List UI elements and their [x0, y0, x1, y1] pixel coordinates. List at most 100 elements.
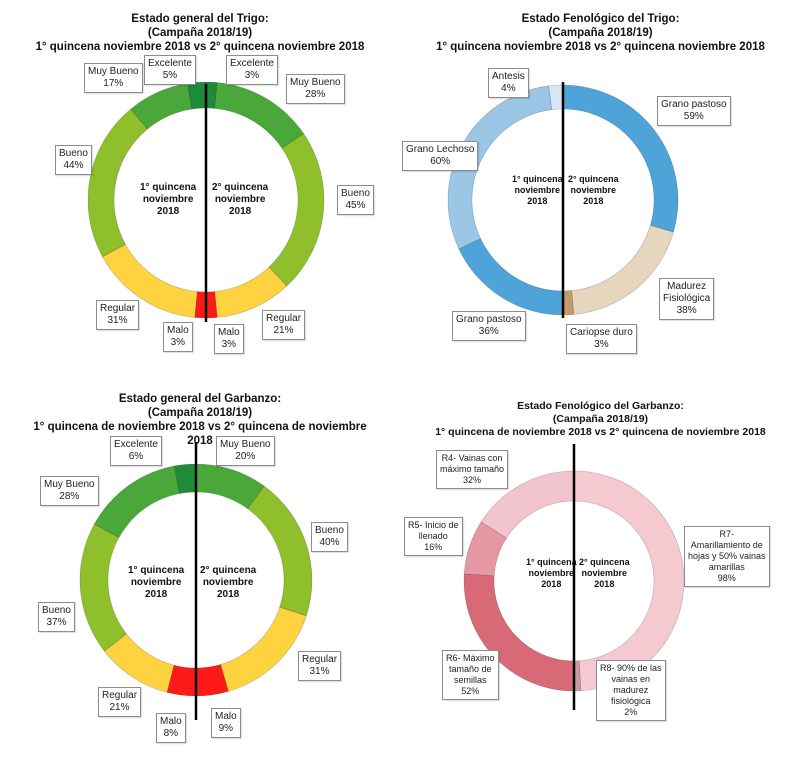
data-label: R7- Amarillamiento de hojas y 50% vainas am…	[684, 526, 770, 587]
data-label: Bueno 37%	[38, 602, 75, 632]
data-label: Bueno 45%	[337, 185, 374, 215]
center-label-line: 2018	[157, 206, 180, 217]
donut-segment	[103, 633, 175, 693]
donut-segment	[214, 82, 305, 149]
data-label: Malo 3%	[163, 322, 193, 352]
chart-title-line: (Campaña 2018/19)	[548, 27, 653, 39]
chart-title: Estado Fenológico del Garbanzo: (Campaña…	[400, 400, 801, 439]
data-label: Regular 31%	[96, 300, 140, 330]
center-label-right: 2° quincena noviembre 2018	[212, 182, 268, 218]
donut-segment	[173, 463, 197, 494]
center-label-line: noviembre	[142, 194, 194, 205]
center-label-line: 1° quincena	[512, 174, 563, 184]
chart-trigo-estado-general: Estado general del Trigo: (Campaña 2018/…	[0, 0, 400, 380]
chart-garbanzo-estado-fenologico: Estado Fenológico del Garbanzo: (Campaña…	[400, 380, 801, 762]
center-label-line: 2018	[145, 589, 168, 600]
donut-segment	[458, 238, 564, 316]
data-label: R6- Máximo tamaño de semillas 52%	[442, 650, 499, 700]
donut-segment	[247, 485, 313, 617]
donut-segment	[93, 465, 180, 539]
data-label: Regular 31%	[298, 651, 342, 681]
donut-chart	[463, 444, 685, 710]
center-label-line: 2018	[217, 589, 240, 600]
data-label: Bueno 44%	[55, 145, 92, 175]
donut-segment	[87, 108, 148, 258]
chart-title: Estado Fenológico del Trigo: (Campaña 20…	[400, 12, 801, 54]
chart-title-line: 1° quincena noviembre 2018 vs 2° quincen…	[35, 41, 365, 53]
center-label-line: noviembre	[570, 185, 617, 195]
chart-title-line: (Campaña 2018/19)	[147, 407, 253, 419]
chart-title-line: Estado Fenológico del Trigo:	[521, 13, 680, 25]
center-label-line: 2° quincena	[568, 174, 619, 184]
center-label-line: noviembre	[514, 185, 561, 195]
chart-title-line: 1° quincena noviembre 2018 vs 2° quincen…	[436, 41, 765, 53]
donut-segment	[571, 225, 674, 315]
donut-segment	[102, 243, 198, 318]
center-label-line: 1° quincena	[526, 557, 577, 567]
chart-trigo-estado-fenologico: Estado Fenológico del Trigo: (Campaña 20…	[400, 0, 801, 380]
data-label: Excelente 5%	[144, 55, 196, 85]
chart-title-line: Estado general del Garbanzo:	[118, 393, 282, 405]
center-label-line: 2018	[594, 579, 615, 589]
center-label-line: 2018	[229, 206, 252, 217]
data-label: Grano Lechoso 60%	[402, 141, 479, 171]
center-label-line: 1° quincena	[128, 565, 185, 576]
donut-segment	[220, 606, 307, 692]
data-label: Muy Bueno 28%	[286, 74, 345, 104]
center-label-line: 2018	[583, 196, 604, 206]
center-label-right: 2° quincena noviembre 2018	[579, 557, 630, 590]
data-label: Cariopse duro 3%	[566, 324, 637, 354]
center-label-left: 1° quincena noviembre 2018	[526, 557, 577, 590]
center-label-right: 2° quincena noviembre 2018	[200, 565, 256, 601]
data-label: Excelente 6%	[110, 436, 162, 466]
data-label: Antesis 4%	[488, 68, 529, 98]
center-label-left: 1° quincena noviembre 2018	[128, 565, 184, 601]
data-label: Grano pastoso 36%	[452, 311, 526, 341]
chart-title-line: 1° quincena de noviembre 2018 vs 2° quin…	[435, 426, 766, 438]
center-label-line: noviembre	[581, 568, 628, 578]
center-label-left: 1° quincena noviembre 2018	[512, 174, 563, 207]
center-label-line: noviembre	[214, 194, 266, 205]
data-label: Muy Bueno 20%	[216, 436, 275, 466]
data-label: Madurez Fisiológica 38%	[659, 278, 715, 320]
center-label-line: noviembre	[528, 568, 575, 578]
data-label: Bueno 40%	[311, 522, 348, 552]
data-label: R5- Inicio de llenado 16%	[404, 517, 463, 556]
center-label-line: 2018	[527, 196, 548, 206]
data-label: Malo 3%	[214, 324, 244, 354]
center-label-line: 2° quincena	[579, 557, 630, 567]
data-label: Muy Bueno 17%	[84, 63, 143, 93]
center-label-line: 1° quincena	[140, 182, 197, 193]
donut-segment	[130, 83, 192, 130]
donut-chart	[79, 442, 313, 720]
data-label: R8- 90% de las vainas en madurez fisiológic…	[596, 660, 666, 721]
chart-title-line: 2018	[187, 435, 213, 447]
chart-title-line: 1° quincena de noviembre 2018 vs 2° quin…	[33, 421, 367, 433]
center-label-left: 1° quincena noviembre 2018	[140, 182, 196, 218]
center-label-line: 2018	[541, 579, 562, 589]
donut-segment	[562, 84, 679, 233]
chart-title: Estado general del Garbanzo: (Campaña 20…	[0, 392, 400, 448]
data-label: Malo 9%	[211, 708, 241, 738]
data-label: Muy Bueno 28%	[40, 476, 99, 506]
data-label: Malo 8%	[156, 713, 186, 743]
center-label-line: noviembre	[202, 577, 254, 588]
donut-chart	[447, 82, 679, 318]
data-label: Grano pastoso 59%	[657, 96, 731, 126]
chart-title-line: (Campaña 2018/19)	[552, 413, 649, 425]
center-label-right: 2° quincena noviembre 2018	[568, 174, 619, 207]
data-label: R4- Vainas con máximo tamaño 32%	[436, 450, 509, 489]
donut-segment	[562, 290, 575, 316]
donut-segment	[573, 470, 685, 692]
center-label-line: 2° quincena	[200, 565, 257, 576]
chart-title-line: Estado Fenológico del Garbanzo:	[517, 400, 684, 412]
chart-garbanzo-estado-general: Estado general del Garbanzo: (Campaña 20…	[0, 380, 400, 762]
chart-title-line: (Campaña 2018/19)	[147, 27, 253, 39]
data-label: Regular 21%	[98, 687, 142, 717]
donut-segment	[79, 523, 127, 652]
center-label-line: noviembre	[130, 577, 182, 588]
data-label: Regular 21%	[262, 310, 306, 340]
donut-segment	[268, 133, 325, 287]
donut-segment	[480, 470, 575, 539]
donut-segment	[214, 266, 288, 318]
